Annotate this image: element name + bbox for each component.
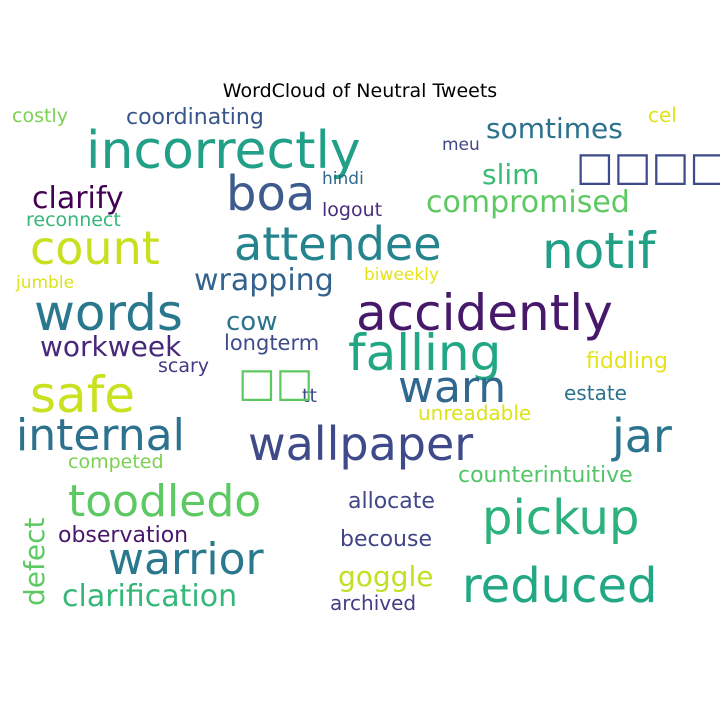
word-34: fiddling [586, 349, 668, 374]
word-10: wallpaper [248, 417, 473, 471]
word-21: clarify [32, 181, 124, 216]
word-49: □□ [238, 360, 314, 406]
word-7: falling [348, 324, 501, 382]
word-31: defect [18, 518, 51, 606]
word-1: boa [226, 166, 315, 222]
word-12: internal [16, 410, 185, 461]
word-25: workweek [40, 330, 182, 363]
word-15: warrior [108, 534, 265, 585]
word-5: words [34, 284, 183, 342]
word-44: biweekly [364, 265, 439, 285]
word-14: pickup [482, 490, 639, 546]
word-37: competed [68, 451, 164, 473]
word-19: somtimes [486, 112, 623, 145]
word-16: reduced [462, 558, 658, 614]
word-2: attendee [234, 217, 442, 271]
word-41: hindi [322, 169, 364, 189]
word-32: becouse [340, 527, 432, 552]
word-30: goggle [338, 560, 433, 593]
word-29: counterintuitive [458, 463, 633, 488]
word-0: incorrectly [86, 121, 361, 181]
word-27: observation [58, 523, 188, 548]
word-22: compromised [426, 185, 630, 220]
word-40: cel [648, 103, 677, 127]
word-38: costly [12, 105, 68, 127]
word-24: cow [226, 307, 277, 337]
word-6: accidently [356, 284, 613, 342]
word-17: clarification [62, 579, 237, 614]
word-45: jumble [15, 273, 74, 293]
word-11: jar [611, 409, 672, 463]
word-13: toodledo [68, 476, 261, 527]
word-36: unreadable [418, 401, 531, 425]
word-42: logout [322, 199, 382, 221]
word-9: warn [398, 362, 506, 413]
word-4: count [30, 221, 160, 275]
chart-title: WordCloud of Neutral Tweets [222, 80, 498, 102]
word-28: allocate [348, 489, 435, 514]
word-20: slim [482, 158, 539, 191]
word-35: estate [564, 381, 627, 405]
word-18: coordinating [126, 105, 264, 130]
word-46: scary [158, 355, 209, 377]
word-23: wrapping [194, 263, 334, 298]
word-8: safe [30, 366, 135, 424]
word-47: tt [302, 385, 317, 407]
word-48: □□□□ [576, 144, 720, 190]
word-39: meu [442, 135, 480, 155]
word-33: archived [330, 591, 416, 615]
word-43: reconnect [26, 209, 121, 231]
word-3: notif [542, 222, 657, 280]
word-26: longterm [224, 331, 319, 355]
